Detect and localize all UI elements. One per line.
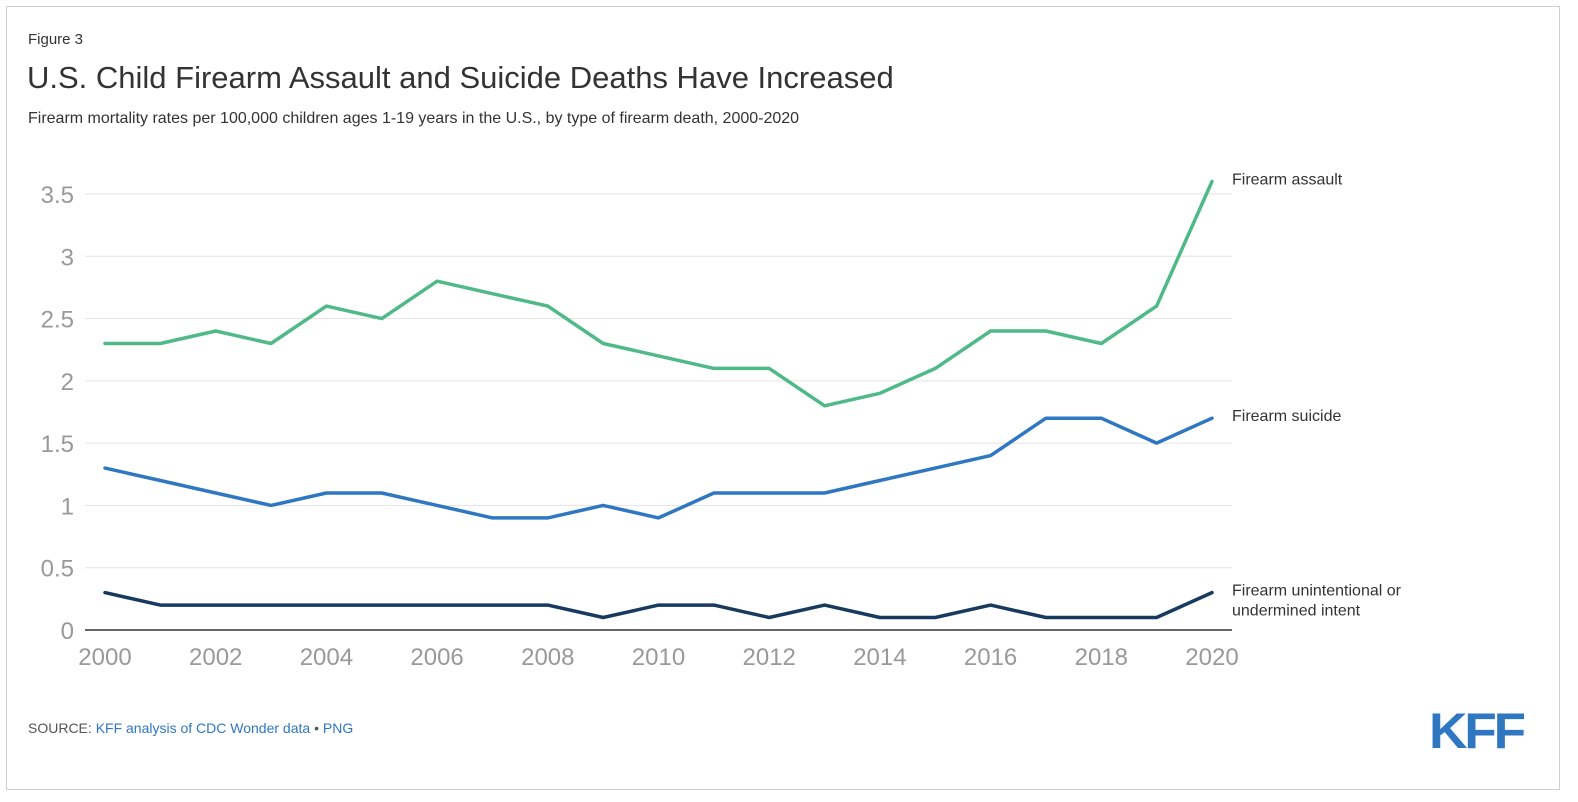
series-label: Firearm assault bbox=[1232, 172, 1343, 189]
y-tick-label: 0 bbox=[61, 618, 74, 645]
x-tick-label: 2016 bbox=[964, 644, 1017, 671]
y-tick-label: 3 bbox=[61, 244, 74, 271]
series-label: Firearm suicide bbox=[1232, 408, 1341, 425]
series-lines bbox=[103, 179, 1214, 620]
x-tick-label: 2014 bbox=[853, 644, 906, 671]
source-prefix: SOURCE: bbox=[28, 720, 96, 736]
source-link[interactable]: KFF analysis of CDC Wonder data bbox=[95, 720, 311, 736]
line-chart: 0 0.5 1 1.5 2 2.5 3 3.5 2000 2002 2004 2006 2008 201… bbox=[41, 172, 1402, 671]
y-tick-label: 2.5 bbox=[41, 307, 74, 334]
kff-logo: KFF bbox=[1429, 706, 1524, 752]
x-axis-ticks: 2000 2002 2004 2006 2008 2010 2012 2014 2016 2018… bbox=[78, 644, 1238, 671]
series-line-0 bbox=[103, 179, 1214, 408]
x-tick-label: 2000 bbox=[78, 644, 131, 671]
source-note: SOURCE: KFF analysis of CDC Wonder data … bbox=[28, 720, 353, 736]
chart-title: U.S. Child Firearm Assault and Suicide D… bbox=[27, 60, 894, 95]
series-label: undermined intent bbox=[1232, 603, 1361, 620]
series-line-1 bbox=[103, 416, 1214, 520]
y-axis-ticks: 0 0.5 1 1.5 2 2.5 3 3.5 bbox=[41, 182, 74, 645]
figure-label: Figure 3 bbox=[28, 31, 84, 48]
x-tick-label: 2010 bbox=[632, 644, 685, 671]
y-tick-label: 1.5 bbox=[41, 431, 74, 458]
y-tick-label: 2 bbox=[61, 369, 74, 396]
y-tick-label: 0.5 bbox=[41, 556, 74, 583]
x-tick-label: 2012 bbox=[743, 644, 796, 671]
png-link[interactable]: PNG bbox=[322, 720, 354, 736]
series-line-2 bbox=[103, 590, 1214, 620]
kff-logo-text: KFF bbox=[1429, 706, 1524, 752]
gridlines bbox=[85, 193, 1232, 631]
y-tick-label: 3.5 bbox=[41, 182, 74, 209]
x-tick-label: 2006 bbox=[410, 644, 463, 671]
x-tick-label: 2020 bbox=[1185, 644, 1238, 671]
x-tick-label: 2002 bbox=[189, 644, 242, 671]
x-tick-label: 2018 bbox=[1075, 644, 1128, 671]
source-separator: • bbox=[310, 720, 323, 736]
x-tick-label: 2004 bbox=[300, 644, 353, 671]
series-labels: Firearm assault Firearm suicide Firearm un… bbox=[1232, 172, 1402, 620]
figure-frame bbox=[6, 6, 1560, 790]
chart-subtitle: Firearm mortality rates per 100,000 chil… bbox=[28, 110, 800, 127]
x-tick-label: 2008 bbox=[521, 644, 574, 671]
series-label: Firearm unintentional or bbox=[1232, 583, 1402, 600]
y-tick-label: 1 bbox=[61, 493, 74, 520]
